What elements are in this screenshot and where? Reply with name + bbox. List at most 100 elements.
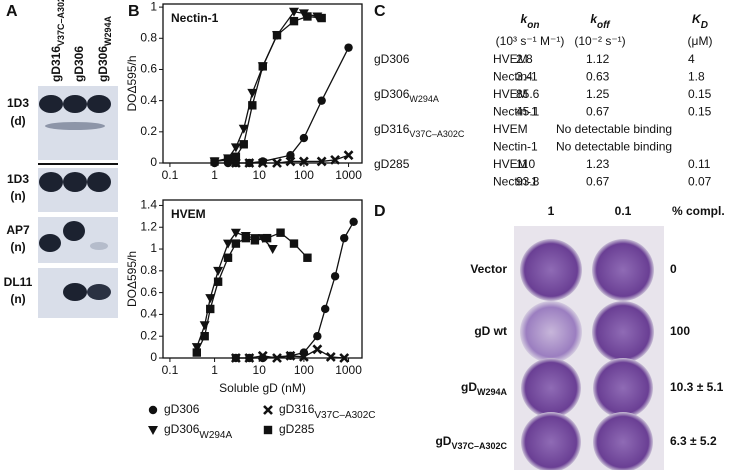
receptor: HVEM [493, 52, 528, 66]
marker [258, 62, 267, 71]
panel-label: A [6, 3, 18, 20]
chart-title: HVEM [171, 207, 206, 221]
blot-row-label: 1D3 [7, 96, 29, 110]
marker [230, 228, 241, 238]
table-header-base: k [590, 12, 598, 26]
legend-label-base: gD316 [279, 402, 315, 416]
marker [230, 158, 241, 168]
marker [230, 143, 241, 153]
table-cell: 0.15 [688, 105, 712, 119]
blot-row-label: (n) [10, 240, 25, 254]
marker [223, 253, 233, 262]
well [593, 358, 653, 418]
legend-marker [148, 426, 158, 435]
protein-name-base: gD316 [374, 122, 410, 136]
plate-row-label: Vector [470, 262, 507, 276]
marker [267, 245, 278, 255]
marker [303, 12, 312, 21]
band [63, 283, 87, 301]
band [63, 172, 87, 192]
table-header: kon [521, 12, 540, 31]
marker [276, 228, 285, 237]
band [45, 122, 105, 130]
marker [285, 156, 296, 167]
marker [317, 96, 326, 105]
chart-title: Nectin-1 [171, 11, 219, 25]
well [521, 412, 581, 470]
marker [313, 332, 322, 341]
table-header: koff [590, 12, 611, 31]
marker [317, 13, 326, 23]
marker [325, 351, 336, 362]
table-cell: 3.4 [516, 70, 533, 84]
band [90, 242, 108, 250]
receptor: HVEM [493, 87, 528, 101]
marker [244, 158, 255, 168]
marker [285, 350, 296, 361]
plate-row-label: gD wt [474, 324, 507, 338]
marker [262, 233, 272, 243]
x-tick-label: 1 [211, 363, 218, 377]
legend-marker [263, 405, 273, 415]
marker [257, 158, 268, 168]
panel-label: B [128, 3, 140, 20]
table-cell: 0.67 [586, 105, 610, 119]
marker [286, 151, 295, 160]
series-line [196, 231, 308, 353]
marker [344, 43, 353, 52]
marker [210, 157, 219, 166]
x-tick-label: 0.1 [162, 168, 179, 182]
protein-name-base: gD306 [374, 87, 410, 101]
lane-label: gD316V37C–A302C [49, 0, 66, 82]
x-tick-label: 1000 [335, 363, 362, 377]
y-axis-label: DOΔ595/h [125, 55, 139, 111]
well [520, 301, 582, 363]
x-axis-label: Soluble gD (nM) [219, 381, 306, 395]
protein-name: gD306 [374, 52, 410, 66]
marker [213, 277, 223, 286]
complementation: 6.3 ± 5.2 [670, 434, 717, 448]
table-cell: 93.8 [516, 175, 540, 189]
table-cell: 1.23 [586, 157, 610, 171]
x-tick-label: 1000 [335, 168, 362, 182]
y-axis-label: DOΔ595/h [125, 251, 139, 307]
marker [205, 294, 216, 304]
marker [238, 124, 249, 134]
blots [38, 86, 118, 318]
x-tick-label: 100 [294, 168, 314, 182]
legend-label-base: gD306 [164, 422, 200, 436]
marker [244, 353, 255, 363]
marker [316, 156, 327, 167]
series-line [235, 221, 355, 359]
blot-row-label: DL11 [4, 275, 33, 289]
blot-row-label: (d) [10, 114, 25, 128]
marker [248, 101, 257, 110]
x-tick-label: 100 [294, 363, 314, 377]
marker [339, 353, 350, 363]
y-tick-label: 1.4 [140, 198, 157, 212]
marker [349, 217, 358, 226]
marker [298, 351, 309, 362]
x-tick-label: 0.1 [162, 363, 179, 377]
marker [199, 321, 210, 331]
marker [299, 133, 309, 143]
y-tick-label: 0.2 [140, 328, 157, 342]
receptor: HVEM [493, 122, 528, 136]
table-header: KD [692, 12, 708, 31]
receptor: HVEM [493, 157, 528, 171]
blot-row-label: (n) [10, 189, 25, 203]
receptor: Nectin-1 [493, 175, 538, 189]
marker [200, 332, 209, 341]
legend-label: gD316V37C–A302C [279, 402, 376, 421]
band [87, 172, 111, 192]
lane-label-base: gD316 [49, 46, 63, 82]
well [593, 412, 653, 470]
column-header: 1 [548, 204, 555, 218]
lane-label-base: gD306 [96, 46, 110, 82]
receptor: Nectin-1 [493, 70, 538, 84]
x-tick-label: 10 [253, 363, 267, 377]
plate-row-label: gDV37C–A302C [435, 434, 507, 451]
y-tick-label: 0.6 [140, 285, 157, 299]
plate-row-label-base: gD [461, 380, 477, 394]
x-tick-label: 1 [211, 168, 218, 182]
